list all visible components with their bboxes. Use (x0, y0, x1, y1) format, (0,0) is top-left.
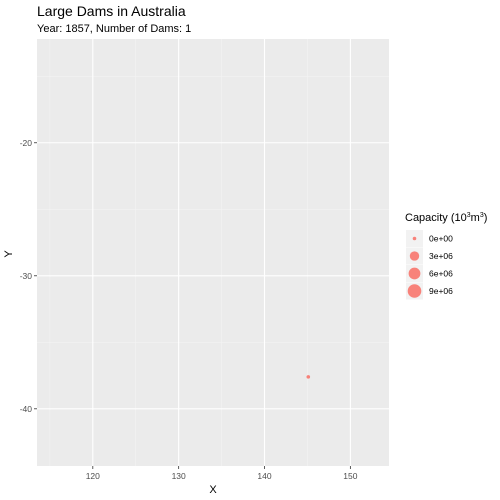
y-tick-label: -40 (20, 404, 33, 414)
x-tick-label: 150 (343, 471, 357, 481)
chart-title: Large Dams in Australia (37, 3, 186, 19)
legend-entry-label: 3e+06 (429, 251, 453, 261)
x-tick-label: 130 (172, 471, 186, 481)
y-tick-label: -30 (20, 271, 33, 281)
minor-gridlines (37, 39, 389, 466)
legend-key-circle (412, 236, 417, 241)
legend-key-circle (407, 284, 422, 298)
legend-entries: 0e+00 3e+06 6e+06 9e+06 (406, 230, 453, 300)
legend-key-circle (409, 251, 420, 261)
legend-entry-label: 9e+06 (429, 286, 453, 296)
legend-entry-label: 6e+06 (429, 269, 453, 279)
legend-title: Capacity (103m3) (405, 212, 487, 224)
x-axis-ticks: 120 130 140 150 (86, 466, 358, 481)
chart-subtitle: Year: 1857, Number of Dams: 1 (37, 23, 191, 35)
y-axis-label: Y (3, 250, 15, 258)
x-tick-label: 120 (86, 471, 100, 481)
x-tick-label: 140 (257, 471, 271, 481)
dam-point (306, 375, 311, 379)
y-axis-ticks: -20 -30 -40 (20, 138, 37, 414)
x-axis-label: X (209, 484, 217, 496)
legend-key-circle (408, 267, 421, 280)
plot-panel (37, 39, 389, 466)
major-gridlines (37, 39, 389, 466)
legend-entry-label: 0e+00 (429, 234, 453, 244)
y-tick-label: -20 (20, 138, 33, 148)
legend: Capacity (103m3) 0e+00 3e+06 6e+06 9e+06 (405, 212, 487, 300)
data-points (306, 375, 311, 379)
